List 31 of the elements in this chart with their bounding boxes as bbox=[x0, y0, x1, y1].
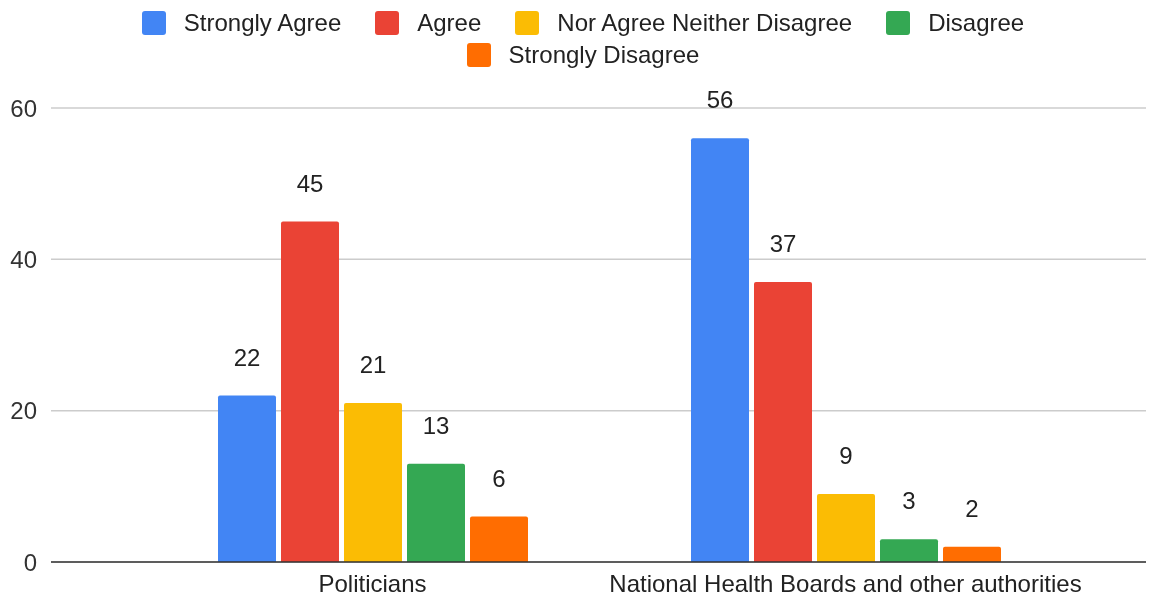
y-tick-label: 0 bbox=[23, 548, 37, 576]
bar bbox=[407, 463, 465, 562]
y-tick-label: 40 bbox=[10, 245, 37, 273]
data-label: 45 bbox=[296, 169, 324, 197]
bar bbox=[880, 539, 938, 562]
legend-label: Nor Agree Neither Disagree bbox=[557, 9, 853, 37]
legend-label: Strongly Agree bbox=[183, 9, 342, 37]
bar bbox=[281, 221, 339, 562]
data-label: 3 bbox=[902, 487, 916, 515]
bar bbox=[218, 395, 276, 562]
bar bbox=[344, 403, 402, 562]
y-tick-label: 60 bbox=[10, 94, 37, 122]
legend-label: Strongly Disagree bbox=[508, 41, 700, 69]
data-label: 6 bbox=[492, 464, 506, 492]
x-tick-label: Politicians bbox=[318, 570, 427, 597]
x-tick-label: National Health Boards and other authorities bbox=[609, 570, 1082, 597]
bar bbox=[691, 138, 749, 562]
data-label: 9 bbox=[839, 441, 853, 469]
legend-label: Disagree bbox=[928, 9, 1025, 37]
bar bbox=[817, 493, 875, 562]
data-label: 2 bbox=[965, 494, 979, 522]
bar bbox=[470, 516, 528, 562]
data-label: 21 bbox=[359, 351, 387, 379]
y-tick-label: 20 bbox=[10, 397, 37, 425]
data-label: 13 bbox=[422, 411, 450, 439]
data-label: 56 bbox=[706, 86, 734, 114]
bar bbox=[943, 546, 1001, 562]
bar bbox=[754, 282, 812, 562]
legend-label: Agree bbox=[417, 9, 482, 37]
data-label: 37 bbox=[769, 230, 797, 258]
data-label: 22 bbox=[233, 343, 261, 371]
